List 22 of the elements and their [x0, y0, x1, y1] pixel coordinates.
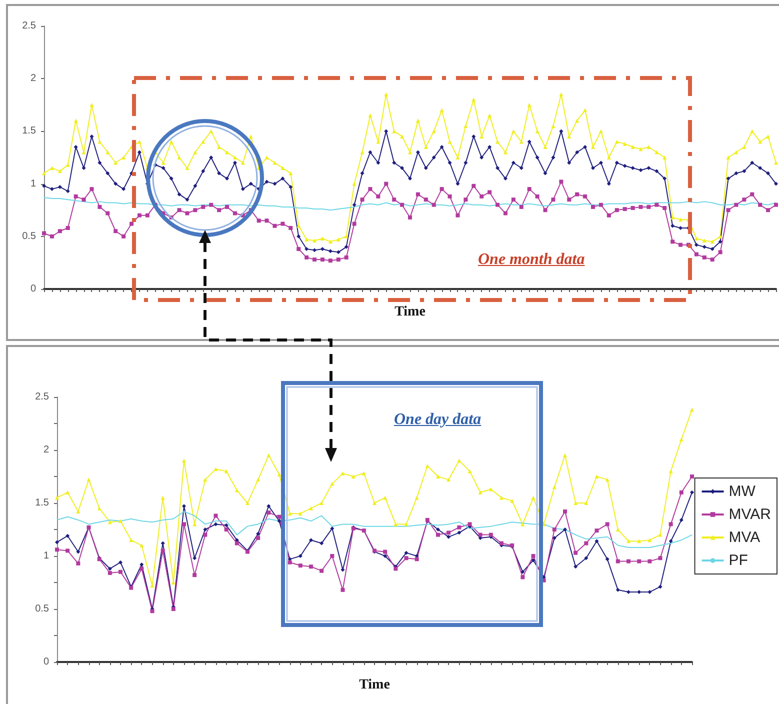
legend-label: MVA — [728, 529, 760, 546]
y-tick-label: 0.5 — [22, 230, 36, 242]
y-tick-label: 1 — [30, 178, 36, 190]
line-series — [56, 510, 692, 548]
x-axis-title: Time — [394, 304, 426, 320]
y-tick-label: 2 — [43, 444, 50, 456]
annotation: One month data — [478, 251, 585, 269]
legend-label: MW — [728, 483, 756, 500]
y-tick-label: 1.5 — [22, 126, 36, 137]
y-tick-label: 2 — [30, 73, 36, 84]
y-tick-label: 0.5 — [35, 604, 50, 614]
line-series — [44, 196, 776, 211]
y-tick-label: 0 — [30, 284, 36, 294]
x-axis-title: Time — [359, 678, 390, 692]
y-tick-label: 2.5 — [22, 20, 36, 32]
y-tick-label: 1 — [43, 550, 50, 562]
y-tick-label: 2.5 — [35, 392, 50, 402]
annotation: One day data — [394, 411, 482, 429]
y-tick-label: 0 — [43, 656, 50, 668]
y-tick-label: 1.5 — [35, 498, 50, 508]
legend-label: MVAR — [728, 506, 772, 523]
legend-label: PF — [728, 552, 748, 569]
